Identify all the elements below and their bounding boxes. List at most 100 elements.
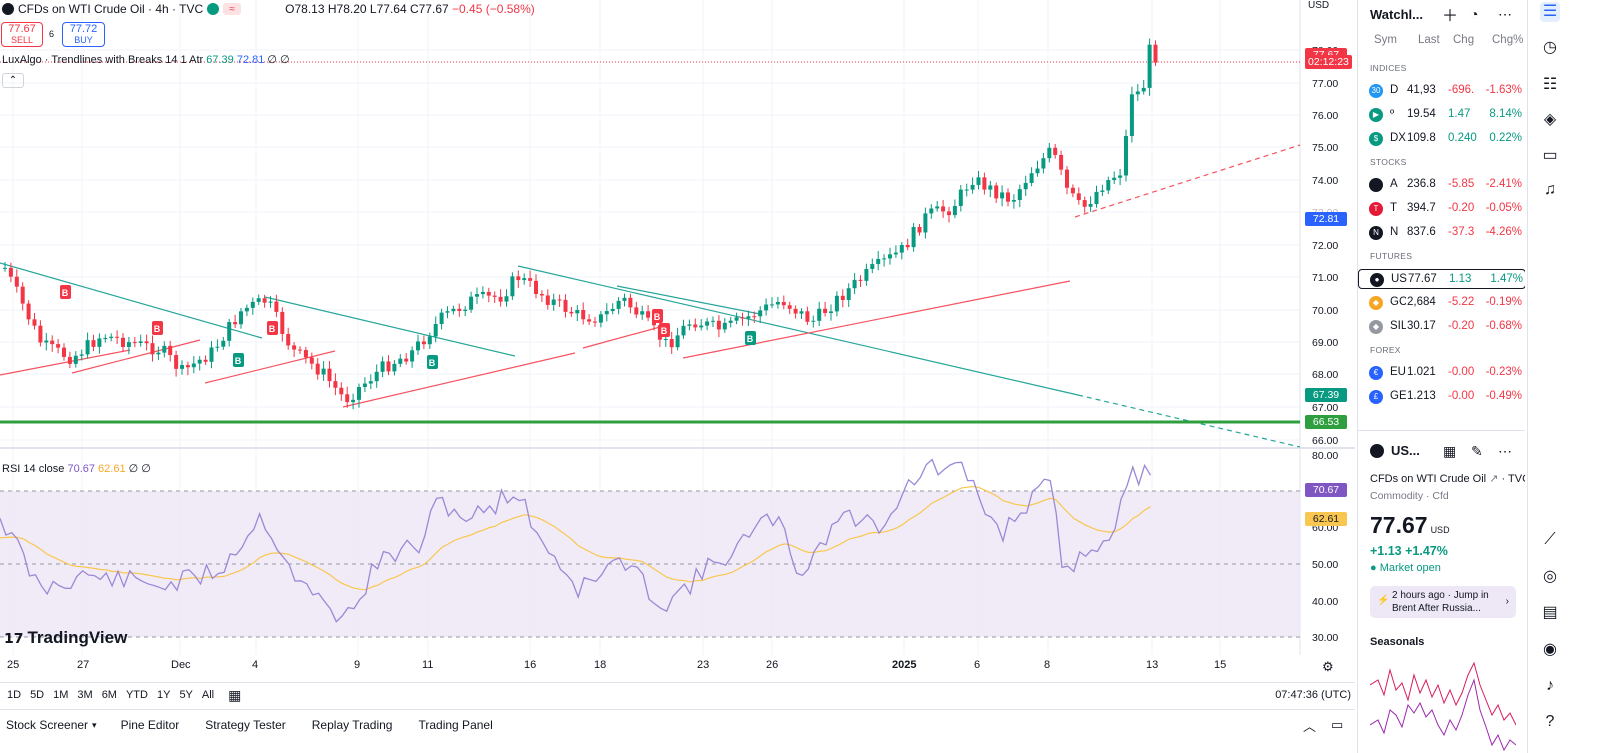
more-icon[interactable]: ⋯ xyxy=(1498,5,1512,22)
watchlist-row[interactable]: T T 394.7 -0.20 -0.05% xyxy=(1358,199,1525,219)
alerts-clock-icon[interactable]: ◷ xyxy=(1543,39,1557,56)
candle-body xyxy=(197,359,202,364)
community-icon[interactable]: ◉ xyxy=(1543,641,1557,658)
date-range-icon[interactable]: ▦ xyxy=(228,686,242,703)
col-last[interactable]: Last xyxy=(1418,34,1440,46)
calendar-icon[interactable]: ▤ xyxy=(1542,604,1558,621)
speedometer-icon[interactable]: ◎ xyxy=(1543,568,1557,585)
details-symbol[interactable]: US... xyxy=(1391,443,1420,458)
notifications-icon[interactable]: ♫ xyxy=(1544,181,1556,198)
candle-body xyxy=(1129,94,1134,136)
watchlist-row[interactable]: ◆ GC 2,684 -5.22 -0.19% xyxy=(1358,293,1525,313)
edit-icon[interactable]: ✎ xyxy=(1471,443,1483,459)
col-chg[interactable]: Chg xyxy=(1453,34,1475,46)
period-all[interactable]: All xyxy=(201,689,215,701)
candle-body xyxy=(451,308,456,312)
row-chg-pct: -1.63% xyxy=(1485,84,1522,96)
watchlist-icon[interactable]: ☰ xyxy=(1540,2,1560,22)
details-price: 77.67 xyxy=(1370,512,1428,538)
watchlist-title[interactable]: Watchl... xyxy=(1370,6,1423,22)
chat-icon[interactable]: ▭ xyxy=(1542,147,1558,164)
indicator-legend-trendlines[interactable]: LuxAlgo · Trendlines with Breaks 14 1 At… xyxy=(2,53,290,66)
candle-body xyxy=(345,394,350,403)
add-icon[interactable]: ＋ xyxy=(1442,8,1459,25)
period-5y[interactable]: 5Y xyxy=(179,689,193,701)
watchlist-row[interactable]: € EU 1.021 -0.00 -0.23% xyxy=(1358,363,1525,383)
indicator-legend-rsi[interactable]: RSI 14 close 70.67 62.61 ∅ ∅ xyxy=(2,462,151,475)
collapse-legend-button[interactable]: ⌃ xyxy=(2,73,24,88)
time-label: 9 xyxy=(354,659,361,671)
details-name[interactable]: CFDs on WTI Crude Oil xyxy=(1370,473,1487,485)
period-1m[interactable]: 1M xyxy=(53,689,69,701)
watchlist-row[interactable]: $ DX 109.8 0.240 0.22% xyxy=(1358,129,1525,149)
watchlist-row[interactable]: ▶ º 19.54 1.47 8.14% xyxy=(1358,105,1525,125)
candle-body xyxy=(262,298,267,303)
news-time: 2 hours ago · xyxy=(1392,590,1451,601)
axis-label: 67.00 xyxy=(1312,402,1339,414)
col-chgp[interactable]: Chg% xyxy=(1492,34,1524,46)
settings-gear-icon[interactable]: ⚙ xyxy=(1322,659,1334,674)
trend-tool-icon[interactable]: ⟋ xyxy=(1544,531,1556,548)
candle-body xyxy=(244,307,249,312)
period-3m[interactable]: 3M xyxy=(77,689,93,701)
help-icon[interactable]: ? xyxy=(1545,713,1555,730)
advanced-view-icon[interactable]: ◔ xyxy=(1470,6,1479,22)
fire-icon[interactable] xyxy=(207,3,220,15)
rsi-params: 14 close xyxy=(23,463,65,475)
sell-button[interactable]: 77.67 SELL xyxy=(1,22,43,47)
tab-strategy-tester[interactable]: Strategy Tester xyxy=(205,718,286,732)
candle-body xyxy=(864,268,869,281)
candle-body xyxy=(1147,44,1152,88)
watchlist-row[interactable]: ● US 77.67 1.13 1.47% xyxy=(1358,269,1525,289)
seasonals-title[interactable]: Seasonals xyxy=(1370,636,1425,648)
watchlist-row[interactable]: £ GE 1.213 -0.00 -0.49% xyxy=(1358,387,1525,407)
tab-pine-editor[interactable]: Pine Editor xyxy=(120,718,180,732)
bell-icon[interactable]: ♪ xyxy=(1546,677,1554,694)
candle-body xyxy=(935,206,940,209)
col-sym[interactable]: Sym xyxy=(1374,34,1397,46)
news-card[interactable]: ⚡ 2 hours ago · Jump in Brent After Russ… xyxy=(1370,586,1516,618)
currency-select[interactable]: USD xyxy=(1308,0,1330,11)
watchlist-section-futures[interactable]: FUTURES xyxy=(1370,251,1413,261)
symbol-title[interactable]: CFDs on WTI Crude Oil · 4h · TVC xyxy=(18,2,204,16)
period-6m[interactable]: 6M xyxy=(101,689,117,701)
sell-price: 77.67 xyxy=(8,23,36,35)
watchlist-section-forex[interactable]: FOREX xyxy=(1370,345,1401,355)
time-axis[interactable]: 25 27 Dec 4 9 11 16 18 23 26 2025 6 8 13… xyxy=(0,655,1334,675)
watchlist-section-indices[interactable]: INDICES xyxy=(1370,63,1407,73)
period-1d[interactable]: 1D xyxy=(7,689,22,701)
layers-icon[interactable]: ◈ xyxy=(1543,111,1557,128)
tab-stock-screener[interactable]: Stock Screener xyxy=(6,718,89,732)
chevron-down-icon[interactable]: ▾ xyxy=(92,719,97,730)
maximize-panel-icon[interactable]: ▭ xyxy=(1331,717,1344,732)
period-1y[interactable]: 1Y xyxy=(156,689,171,701)
row-symbol: GC xyxy=(1390,296,1406,308)
candle-body xyxy=(693,324,698,328)
tradingview-logo[interactable]: 𝟭𝟳 TradingView xyxy=(4,628,127,648)
period-ytd[interactable]: YTD xyxy=(125,689,148,701)
candle-body xyxy=(433,323,438,337)
watchlist-row[interactable]: 30 D 41,93 -696. -1.63% xyxy=(1358,81,1525,101)
compare-icon[interactable]: ≈ xyxy=(223,3,242,15)
data-window-icon[interactable]: ☷ xyxy=(1542,76,1558,93)
indicator-name: LuxAlgo · Trendlines with Breaks xyxy=(2,54,163,66)
candle-body xyxy=(150,343,155,355)
grid-icon[interactable]: ▦ xyxy=(1443,443,1457,459)
clock[interactable]: 07:47:36 (UTC) xyxy=(1275,689,1351,701)
tab-trading-panel[interactable]: Trading Panel xyxy=(418,718,493,732)
watchlist-section-stocks[interactable]: STOCKS xyxy=(1370,157,1407,167)
buy-button[interactable]: 77.72 BUY xyxy=(62,22,105,47)
watchlist-row[interactable]: N N 837.6 -37.3 -4.26% xyxy=(1358,223,1525,243)
period-5d[interactable]: 5D xyxy=(30,689,45,701)
candle-body xyxy=(1059,154,1064,170)
watchlist-row[interactable]: ◆ SIL 30.17 -0.20 -0.68% xyxy=(1358,317,1525,337)
watchlist-row[interactable]: A 236.8 -5.85 -2.41% xyxy=(1358,175,1525,195)
collapse-panel-icon[interactable]: ︿ xyxy=(1303,718,1317,734)
tab-replay-trading[interactable]: Replay Trading xyxy=(311,718,393,732)
candle-body xyxy=(351,399,356,403)
external-link-icon[interactable]: ↗ xyxy=(1489,473,1499,485)
candle-body xyxy=(764,304,769,311)
more-icon[interactable]: ⋯ xyxy=(1498,443,1512,459)
